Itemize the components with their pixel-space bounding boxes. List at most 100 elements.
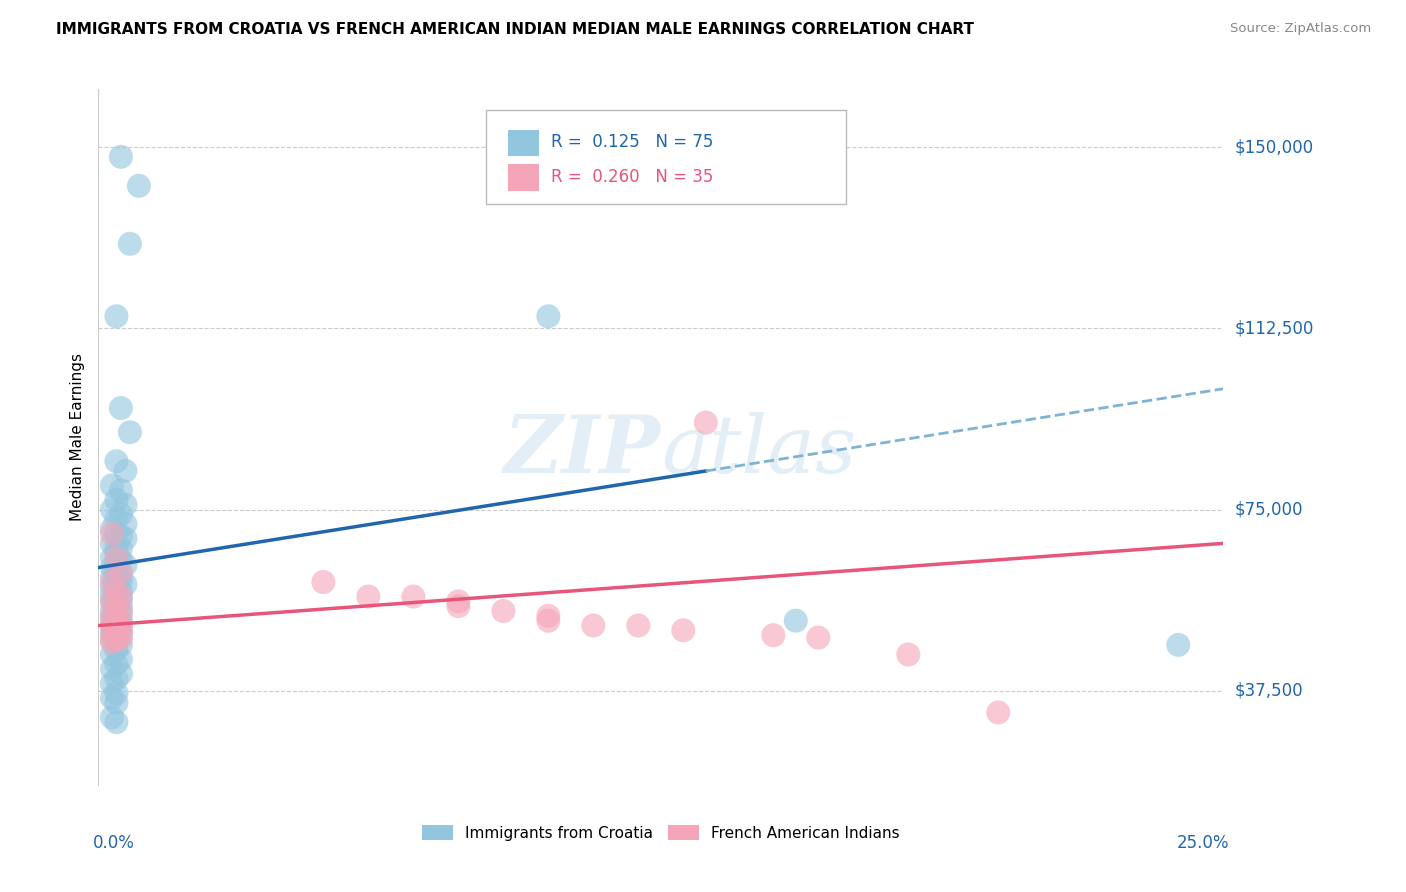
Point — [110, 631, 132, 645]
Point — [897, 648, 920, 662]
Text: $112,500: $112,500 — [1234, 319, 1313, 337]
Point — [105, 492, 128, 507]
Point — [110, 607, 132, 621]
Point — [114, 558, 136, 573]
Point — [101, 648, 124, 662]
Point — [105, 310, 128, 324]
Point — [105, 696, 128, 710]
Point — [105, 526, 128, 541]
Point — [110, 566, 132, 580]
Point — [110, 628, 132, 642]
Point — [105, 624, 128, 638]
FancyBboxPatch shape — [486, 110, 846, 204]
Text: $75,000: $75,000 — [1234, 500, 1303, 518]
Text: R =  0.260   N = 35: R = 0.260 N = 35 — [551, 168, 713, 186]
FancyBboxPatch shape — [508, 164, 540, 191]
Point — [110, 401, 132, 416]
Point — [695, 416, 717, 430]
Point — [110, 616, 132, 631]
Point — [101, 574, 124, 589]
Text: Source: ZipAtlas.com: Source: ZipAtlas.com — [1230, 22, 1371, 36]
Point — [110, 553, 132, 567]
Point — [110, 541, 132, 556]
Point — [110, 584, 132, 599]
Legend: Immigrants from Croatia, French American Indians: Immigrants from Croatia, French American… — [416, 819, 905, 847]
Point — [105, 608, 128, 623]
Point — [807, 631, 830, 645]
Point — [110, 529, 132, 543]
Text: R =  0.125   N = 75: R = 0.125 N = 75 — [551, 133, 713, 151]
Point — [101, 526, 124, 541]
Text: 25.0%: 25.0% — [1177, 834, 1229, 852]
Point — [118, 236, 141, 251]
Point — [105, 686, 128, 700]
Point — [402, 590, 425, 604]
Point — [447, 594, 470, 608]
Point — [110, 567, 132, 582]
Point — [492, 604, 515, 618]
Point — [101, 604, 124, 618]
Text: IMMIGRANTS FROM CROATIA VS FRENCH AMERICAN INDIAN MEDIAN MALE EARNINGS CORRELATI: IMMIGRANTS FROM CROATIA VS FRENCH AMERIC… — [56, 22, 974, 37]
Point — [105, 672, 128, 686]
Point — [110, 483, 132, 498]
Point — [118, 425, 141, 440]
Point — [101, 710, 124, 724]
Point — [114, 532, 136, 546]
Point — [101, 635, 124, 649]
Point — [101, 608, 124, 623]
Point — [1167, 638, 1189, 652]
Point — [114, 516, 136, 531]
Point — [101, 594, 124, 608]
Point — [101, 618, 124, 632]
Point — [312, 574, 335, 589]
Point — [105, 546, 128, 560]
Point — [110, 638, 132, 652]
FancyBboxPatch shape — [508, 129, 540, 156]
Point — [110, 652, 132, 666]
Point — [101, 550, 124, 565]
Y-axis label: Median Male Earnings: Median Male Earnings — [70, 353, 86, 521]
Point — [105, 614, 128, 628]
Point — [110, 590, 132, 604]
Point — [101, 662, 124, 676]
Point — [128, 178, 150, 193]
Point — [110, 599, 132, 614]
Point — [762, 628, 785, 642]
Point — [101, 633, 124, 648]
Point — [101, 676, 124, 690]
Point — [582, 618, 605, 632]
Point — [357, 590, 380, 604]
Point — [105, 573, 128, 587]
Point — [537, 310, 560, 324]
Point — [110, 614, 132, 628]
Point — [105, 454, 128, 468]
Point — [101, 587, 124, 601]
Point — [101, 580, 124, 594]
Point — [105, 584, 128, 599]
Point — [110, 591, 132, 606]
Point — [101, 625, 124, 640]
Point — [101, 536, 124, 550]
Point — [105, 550, 128, 565]
Point — [105, 566, 128, 580]
Point — [110, 624, 132, 638]
Text: $150,000: $150,000 — [1234, 138, 1313, 156]
Point — [114, 498, 136, 512]
Point — [105, 599, 128, 614]
Point — [447, 599, 470, 614]
Point — [101, 478, 124, 492]
Point — [110, 574, 132, 589]
Point — [105, 582, 128, 597]
Point — [785, 614, 807, 628]
Point — [114, 577, 136, 591]
Point — [987, 706, 1010, 720]
Point — [110, 150, 132, 164]
Point — [627, 618, 650, 632]
Point — [105, 616, 128, 631]
Point — [101, 522, 124, 536]
Point — [101, 618, 124, 632]
Point — [537, 608, 560, 623]
Point — [101, 594, 124, 608]
Point — [101, 570, 124, 584]
Point — [110, 508, 132, 522]
